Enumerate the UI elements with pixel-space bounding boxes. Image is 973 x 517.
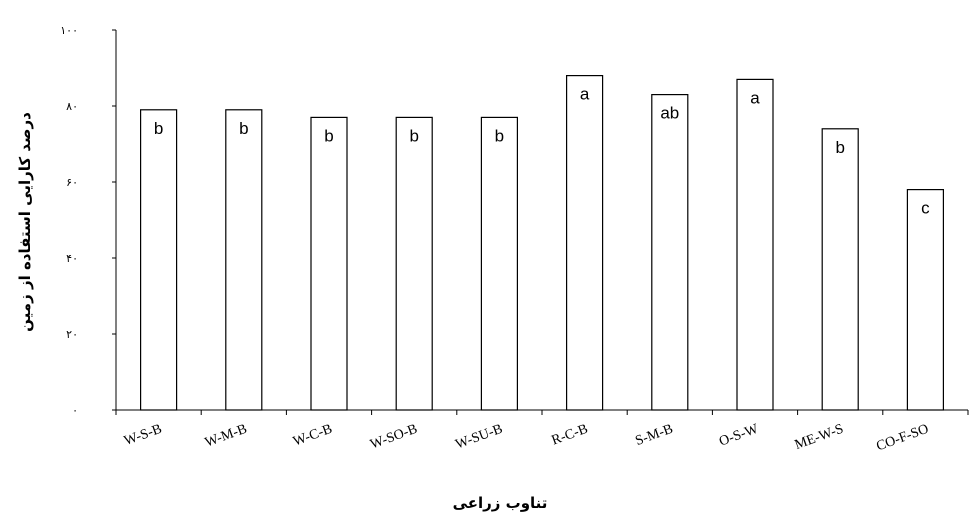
significance-letter: b <box>495 126 504 145</box>
x-tick-label: S-M-B <box>633 422 675 449</box>
x-tick-label: W-S-B <box>122 422 164 449</box>
y-tick-label: ۴۰ <box>66 252 78 265</box>
significance-letter: ab <box>660 104 679 123</box>
x-axis-ticks: W-S-B W-M-B W-C-B W-SO-B W-SU-B R-C-B S-M-B O-S… <box>115 410 969 455</box>
significance-letter: c <box>921 199 930 218</box>
significance-letter: b <box>409 126 418 145</box>
bar-w-su-b <box>480 116 518 411</box>
bar-w-m-b <box>225 109 263 411</box>
x-tick-label: W-SU-B <box>454 422 505 453</box>
x-tick-label: W-SO-B <box>368 422 419 453</box>
y-tick-label: ۱۰۰ <box>60 24 78 37</box>
bar-s-m-b <box>651 93 689 411</box>
y-axis-title: درصد کارایی استفاده از زمین <box>16 112 34 332</box>
y-tick-label: ۸۰ <box>66 100 78 113</box>
x-tick-label: O-S-W <box>717 421 761 449</box>
bar-w-so-b <box>395 116 433 411</box>
y-tick-label: ۶۰ <box>66 176 78 189</box>
significance-letter: b <box>324 126 333 145</box>
significance-letter: b <box>835 138 844 157</box>
bar-co-f-so <box>906 189 945 411</box>
significance-letter: a <box>580 85 590 104</box>
bar-w-s-b <box>140 109 178 411</box>
y-tick-label: ۰ <box>72 404 78 417</box>
bar-me-w-s <box>821 128 859 411</box>
significance-letter: b <box>239 119 248 138</box>
y-axis-ticks: ۰ ۲۰ ۴۰ ۶۰ ۸۰ ۱۰۰ <box>60 24 116 417</box>
significance-letter: b <box>154 119 163 138</box>
significance-letter: a <box>750 88 760 107</box>
x-tick-label: CO-F-SO <box>874 422 930 455</box>
x-tick-label: W-M-B <box>203 422 249 451</box>
x-tick-label: W-C-B <box>291 422 334 450</box>
y-tick-label: ۲۰ <box>66 328 78 341</box>
x-axis-title: تناوب زراعی <box>453 494 548 512</box>
x-tick-label: R-C-B <box>550 422 590 449</box>
bar-o-s-w <box>736 78 774 411</box>
bar-r-c-b <box>565 74 604 411</box>
x-tick-label: ME-W-S <box>793 422 846 453</box>
bar-w-c-b <box>310 116 348 411</box>
